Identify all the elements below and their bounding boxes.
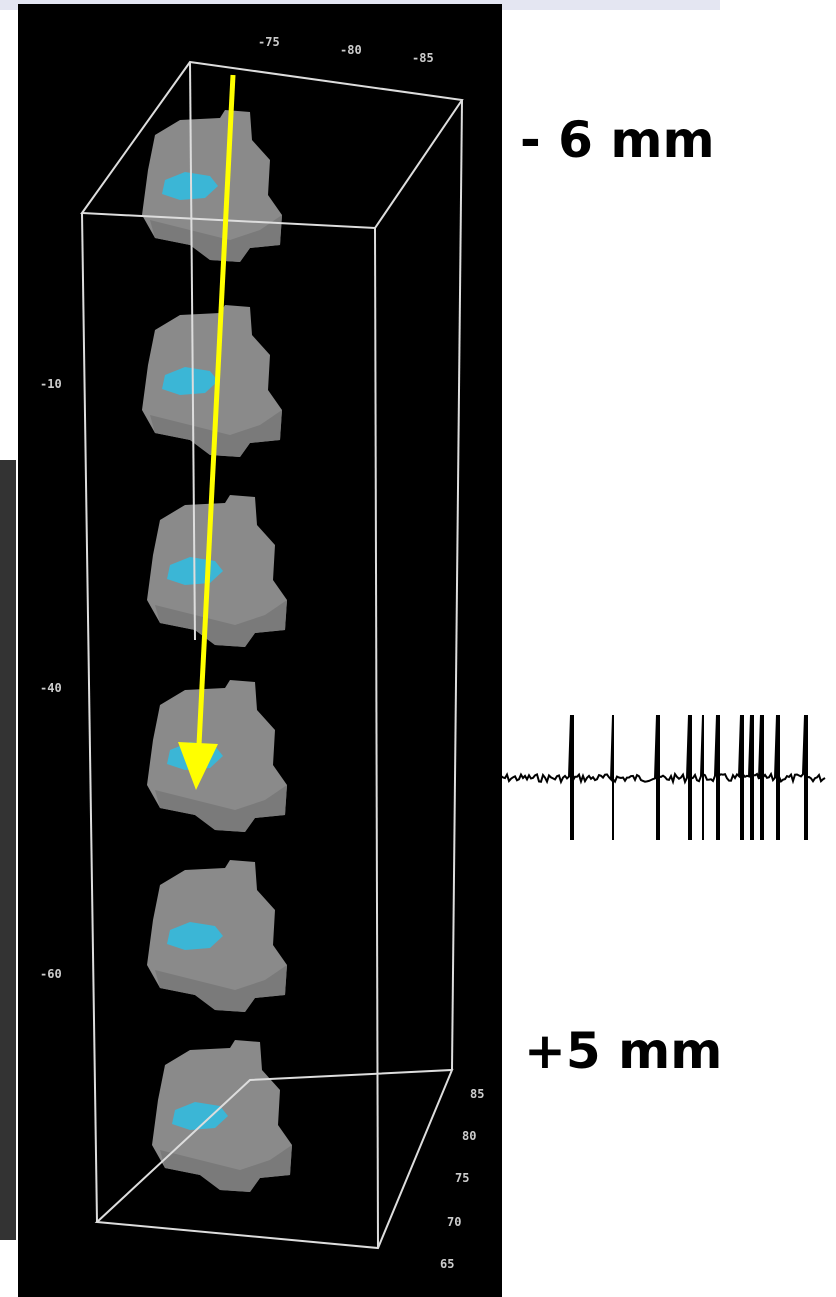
tick-label: -60	[40, 967, 62, 981]
signal-trace	[495, 715, 825, 840]
tick-label: -85	[412, 51, 434, 65]
tick-label: 75	[455, 1171, 469, 1185]
tick-label: 80	[462, 1129, 476, 1143]
tick-label: -40	[40, 681, 62, 695]
tick-label: 70	[447, 1215, 461, 1229]
top-depth-label: - 6 mm	[520, 111, 715, 169]
tick-label: 65	[440, 1257, 454, 1271]
tick-label: -10	[40, 377, 62, 391]
tick-label: 85	[470, 1087, 484, 1101]
bottom-depth-label: +5 mm	[524, 1022, 722, 1080]
page: -75 -80 -85 -10 -40 -60 85 80 75 70 65 -…	[0, 0, 836, 1297]
left-strip	[0, 460, 16, 1240]
tick-label: -80	[340, 43, 362, 57]
figure: -75 -80 -85 -10 -40 -60 85 80 75 70 65 -…	[0, 0, 836, 1297]
tick-label: -75	[258, 35, 280, 49]
